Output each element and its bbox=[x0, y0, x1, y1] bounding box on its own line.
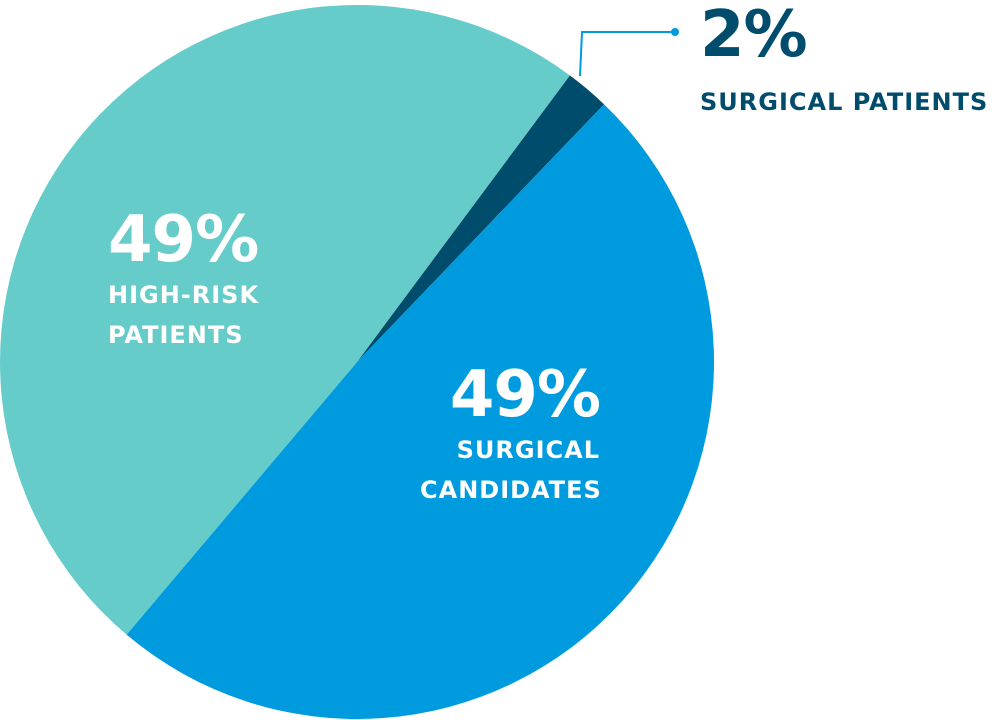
pie-slice bbox=[357, 75, 605, 362]
leader-line bbox=[579, 31, 673, 77]
category-label: SURGICAL PATIENTS bbox=[700, 88, 989, 116]
category-label: HIGH-RISK PATIENTS bbox=[108, 281, 260, 349]
value-label: 49% bbox=[449, 358, 601, 432]
slice-label: 49% HIGH-RISK PATIENTS bbox=[108, 205, 298, 355]
leader-dot bbox=[671, 28, 679, 36]
slice-label: 2% SURGICAL PATIENTS bbox=[700, 0, 988, 122]
pie-slice bbox=[126, 104, 715, 720]
category-label: SURGICAL CANDIDATES bbox=[420, 436, 602, 504]
value-label: 49% bbox=[108, 203, 259, 277]
pie-slice bbox=[0, 5, 570, 635]
value-label: 2% bbox=[700, 0, 808, 72]
slice-label: 49% SURGICAL CANDIDATES bbox=[380, 358, 602, 510]
